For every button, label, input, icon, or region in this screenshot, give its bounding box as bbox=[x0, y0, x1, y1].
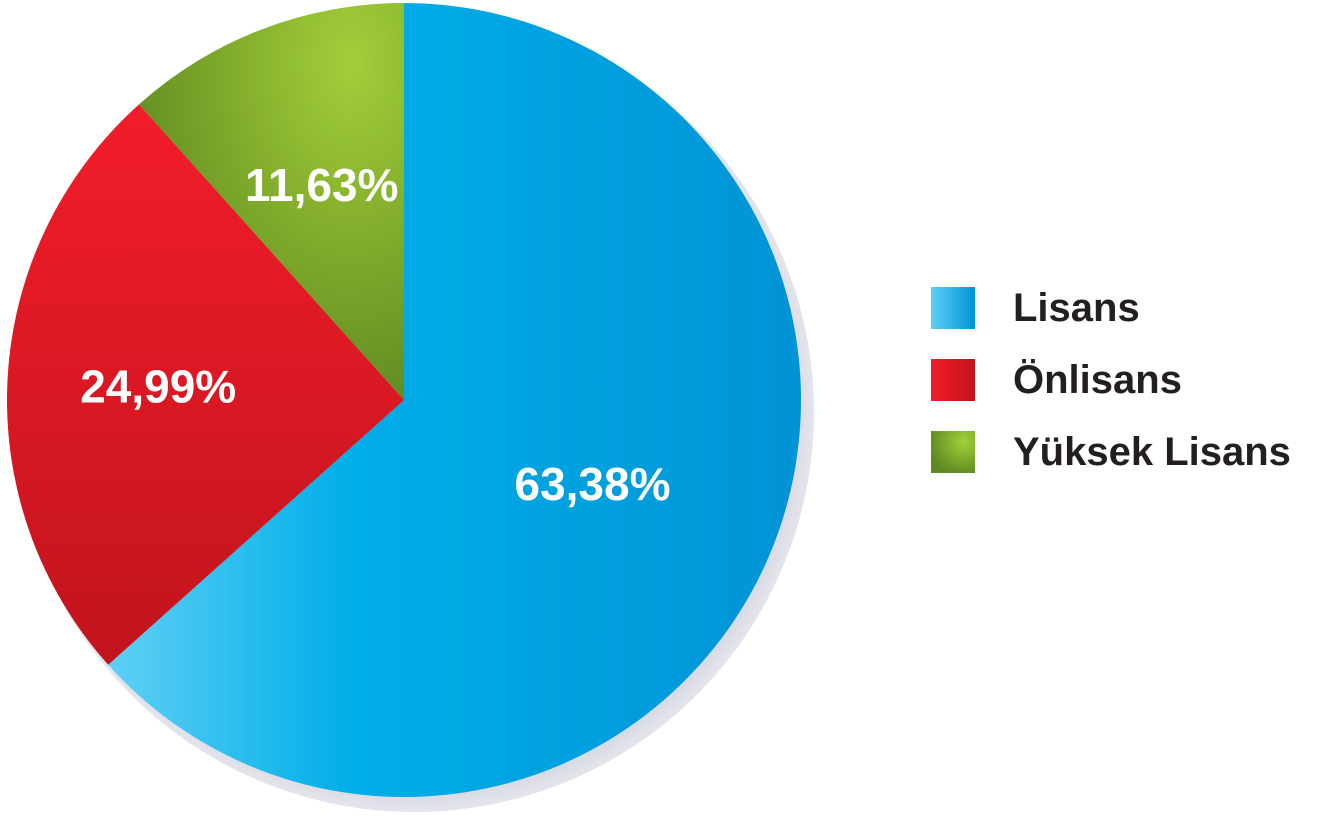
legend-swatch-yuksek-lisans bbox=[931, 431, 975, 473]
legend: Lisans Önlisans Yüksek Lisans bbox=[931, 286, 1291, 474]
slice-value-label-lisans: 63,38% bbox=[514, 458, 670, 510]
pie-slice-yuksek-lisans bbox=[139, 3, 405, 400]
legend-label-yuksek-lisans: Yüksek Lisans bbox=[1013, 430, 1291, 474]
pie-slice-lisans bbox=[108, 3, 801, 797]
legend-label-onlisans: Önlisans bbox=[1013, 357, 1182, 402]
slice-value-label-onlisans: 24,99% bbox=[80, 361, 236, 413]
legend-label-lisans: Lisans bbox=[1013, 286, 1140, 330]
legend-swatch-lisans bbox=[931, 287, 975, 329]
pie-slices bbox=[6, 3, 801, 797]
slice-value-label-yuksek-lisans: 11,63% bbox=[245, 159, 398, 211]
pie-slice-labels: 63,38% 24,99% 11,63% bbox=[80, 159, 670, 510]
pie-slice-onlisans bbox=[6, 104, 405, 665]
legend-swatch-onlisans bbox=[931, 359, 975, 401]
